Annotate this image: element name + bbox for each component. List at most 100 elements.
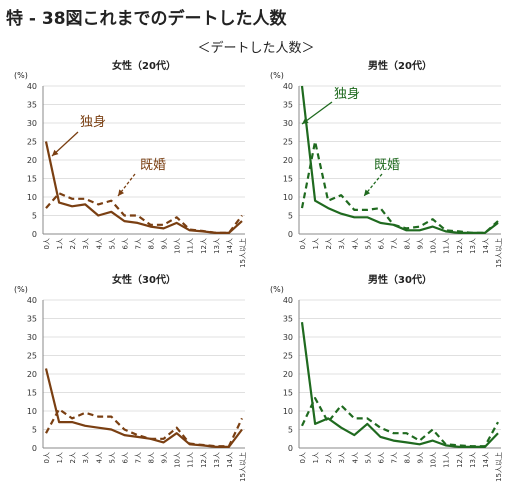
x-tick-label: 14人 — [482, 238, 490, 254]
x-tick-label: 7人 — [390, 452, 398, 463]
x-tick-label: 6人 — [377, 452, 385, 463]
y-unit-label: (%) — [14, 285, 28, 294]
y-tick-label: 30 — [27, 333, 37, 342]
y-tick-label: 0 — [288, 230, 293, 239]
x-tick-label: 5人 — [364, 452, 372, 463]
x-tick-label: 12人 — [200, 238, 208, 254]
x-tick-label: 4人 — [95, 452, 103, 463]
x-tick-label: 3人 — [82, 238, 90, 249]
figure-title: 特 - 38図これまでのデートした人数 — [6, 9, 287, 29]
x-tick-label: 8人 — [148, 452, 156, 463]
y-tick-label: 35 — [283, 315, 293, 324]
annotation-arrow — [301, 101, 333, 125]
chart-svg-male-20s: 男性（20代） (%) 0 5 10 15 20 25 30 35 40 0人 1人 2人 3人 4人 5人 6人… — [270, 59, 503, 268]
series-annotation-label: 既婚 — [374, 158, 400, 173]
x-tick-label: 13人 — [213, 238, 221, 254]
y-tick-label: 5 — [288, 212, 293, 221]
y-tick-label: 20 — [283, 156, 293, 165]
x-tick-label: 8人 — [404, 238, 412, 249]
figure-subtitle: ＜デートした人数＞ — [197, 41, 315, 56]
y-tick-label: 15 — [283, 175, 293, 184]
y-tick-label: 25 — [283, 352, 293, 361]
x-tick-label: 3人 — [338, 238, 346, 249]
x-tick-label: 12人 — [456, 452, 464, 468]
x-tick-label: 15人以上 — [494, 238, 503, 268]
x-tick-label: 5人 — [108, 238, 116, 249]
chart-svg-female-30s: 女性（30代） (%) 0 5 10 15 20 25 30 35 40 0人 1人 2人 3人 4人 5人 6人… — [14, 273, 247, 482]
y-tick-label: 10 — [283, 407, 293, 416]
x-tick-label: 12人 — [456, 238, 464, 254]
series-annotation-label: 独身 — [80, 114, 106, 130]
y-unit-label: (%) — [270, 285, 284, 294]
x-tick-label: 13人 — [469, 452, 477, 468]
x-tick-label: 6人 — [121, 452, 129, 463]
x-tick-label: 2人 — [325, 238, 333, 249]
x-tick-label: 10人 — [430, 238, 438, 254]
x-tick-label: 3人 — [338, 452, 346, 463]
x-tick-label: 2人 — [69, 238, 77, 249]
x-tick-label: 1人 — [312, 238, 320, 249]
x-tick-label: 9人 — [417, 238, 425, 249]
x-tick-label: 13人 — [469, 238, 477, 254]
y-tick-label: 25 — [27, 138, 37, 147]
y-tick-label: 35 — [27, 315, 37, 324]
x-tick-label: 9人 — [417, 452, 425, 463]
annotation-arrowhead — [364, 189, 371, 196]
x-tick-label: 14人 — [226, 452, 234, 468]
chart-title: 女性（20代） — [112, 59, 176, 72]
x-tick-label: 4人 — [351, 452, 359, 463]
x-tick-label: 14人 — [226, 238, 234, 254]
y-tick-label: 15 — [27, 389, 37, 398]
x-tick-label: 11人 — [187, 452, 195, 468]
x-tick-label: 15人以上 — [238, 238, 247, 268]
x-tick-label: 11人 — [443, 238, 451, 254]
y-tick-label: 25 — [283, 138, 293, 147]
series-annotation-label: 既婚 — [140, 158, 166, 173]
series-line-married — [45, 192, 243, 234]
chart-panel-male-30s: 男性（30代） (%) 0 5 10 15 20 25 30 35 40 0人 1人 2人 3人 4人 5人 6人… — [256, 270, 512, 486]
x-tick-label: 11人 — [187, 238, 195, 254]
chart-panel-female-30s: 女性（30代） (%) 0 5 10 15 20 25 30 35 40 0人 1人 2人 3人 4人 5人 6人… — [0, 270, 256, 486]
y-tick-label: 40 — [283, 296, 293, 305]
y-tick-label: 15 — [283, 389, 293, 398]
series-line-single — [300, 85, 499, 234]
x-tick-label: 10人 — [174, 238, 182, 254]
x-tick-label: 1人 — [56, 238, 64, 249]
chart-panel-female-20s: 女性（20代） (%) 0 5 10 15 20 25 30 35 40 0人 1人 2人 3人 4人 5人 6人… — [0, 56, 256, 272]
x-tick-label: 9人 — [161, 238, 169, 249]
x-tick-label: 0人 — [299, 452, 307, 463]
y-unit-label: (%) — [270, 71, 284, 80]
y-tick-label: 20 — [283, 370, 293, 379]
y-tick-label: 30 — [27, 119, 37, 128]
chart-title: 女性（30代） — [112, 273, 176, 286]
x-tick-label: 15人以上 — [494, 452, 503, 482]
x-tick-label: 12人 — [200, 452, 208, 468]
y-tick-label: 30 — [283, 119, 293, 128]
y-tick-label: 0 — [32, 444, 37, 453]
y-tick-label: 40 — [27, 296, 37, 305]
y-tick-label: 5 — [32, 426, 37, 435]
series-line-single — [44, 368, 243, 448]
chart-title: 男性（20代） — [368, 59, 432, 72]
x-tick-label: 10人 — [430, 452, 438, 468]
x-tick-label: 15人以上 — [238, 452, 247, 482]
x-tick-label: 10人 — [174, 452, 182, 468]
x-tick-label: 2人 — [325, 452, 333, 463]
chart-svg-male-30s: 男性（30代） (%) 0 5 10 15 20 25 30 35 40 0人 1人 2人 3人 4人 5人 6人… — [270, 273, 503, 482]
y-tick-label: 5 — [288, 426, 293, 435]
x-tick-label: 2人 — [69, 452, 77, 463]
x-tick-label: 0人 — [43, 452, 51, 463]
y-tick-label: 15 — [27, 175, 37, 184]
series-line-single — [300, 322, 499, 448]
y-tick-label: 10 — [283, 193, 293, 202]
x-tick-label: 1人 — [56, 452, 64, 463]
annotation-arrowhead — [118, 189, 125, 196]
x-tick-label: 9人 — [161, 452, 169, 463]
chart-svg-female-20s: 女性（20代） (%) 0 5 10 15 20 25 30 35 40 0人 1人 2人 3人 4人 5人 6人… — [14, 59, 247, 268]
y-tick-label: 10 — [27, 193, 37, 202]
series-line-single — [44, 141, 243, 234]
x-tick-label: 1人 — [312, 452, 320, 463]
x-tick-label: 8人 — [148, 238, 156, 249]
x-tick-label: 14人 — [482, 452, 490, 468]
y-tick-label: 30 — [283, 333, 293, 342]
